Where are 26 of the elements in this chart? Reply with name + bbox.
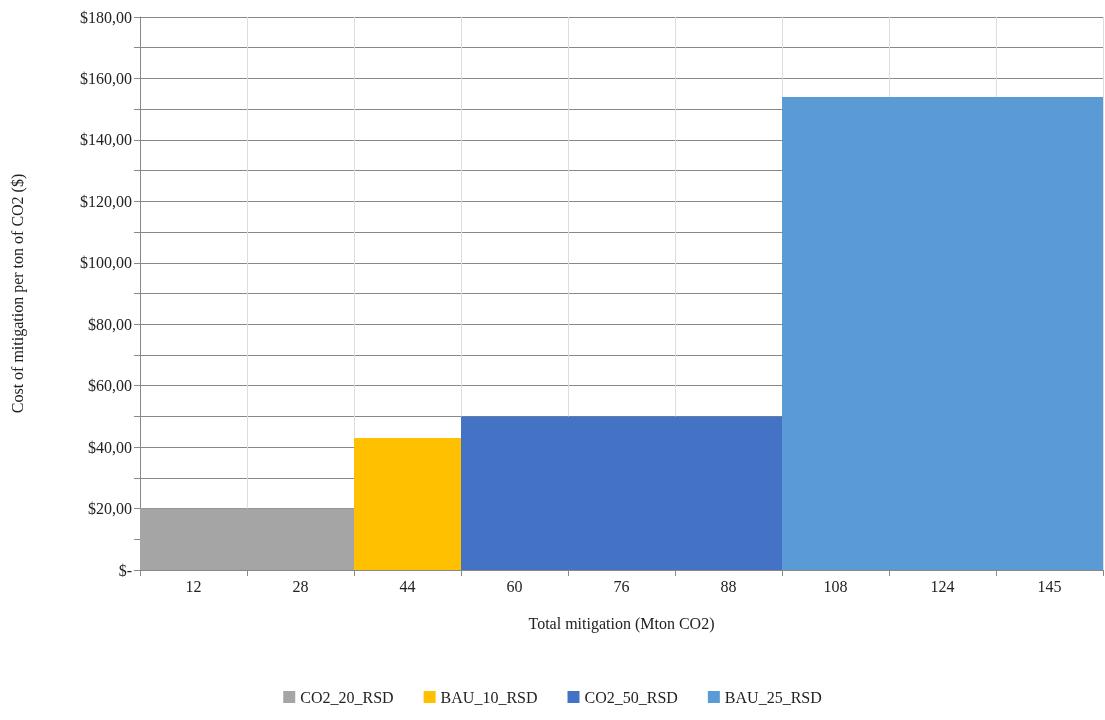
legend-label: BAU_10_RSD: [440, 688, 538, 706]
y-tick-label: $80,00: [88, 315, 132, 333]
x-tick-label: 76: [613, 577, 630, 595]
x-axis-title: Total mitigation (Mton CO2): [528, 614, 715, 633]
y-tick-label: $140,00: [80, 131, 132, 149]
y-tick-label: $-: [118, 561, 132, 579]
legend-label: BAU_25_RSD: [724, 688, 822, 706]
y-tick-label: $120,00: [80, 192, 132, 210]
x-tick-label: 145: [1037, 577, 1062, 595]
x-tick-label: 28: [292, 577, 309, 595]
x-tick-label: 60: [506, 577, 523, 595]
y-axis-title: Cost of mitigation per ton of CO2 ($): [8, 173, 27, 414]
y-tick-label: $160,00: [80, 69, 132, 87]
x-tick-label: 124: [930, 577, 955, 595]
y-tick-label: $180,00: [80, 8, 132, 26]
bar: [354, 437, 461, 570]
x-tick-label: 108: [823, 577, 848, 595]
y-tick-label: $20,00: [88, 500, 132, 518]
x-tick-label: 88: [720, 577, 737, 595]
x-tick-label: 12: [185, 577, 202, 595]
y-tick-label: $100,00: [80, 254, 132, 272]
y-tick-label: $40,00: [88, 438, 132, 456]
x-tick-label: 44: [399, 577, 416, 595]
legend-label: CO2_20_RSD: [300, 688, 394, 706]
legend-label: CO2_50_RSD: [584, 688, 678, 706]
y-tick-label: $60,00: [88, 377, 132, 395]
